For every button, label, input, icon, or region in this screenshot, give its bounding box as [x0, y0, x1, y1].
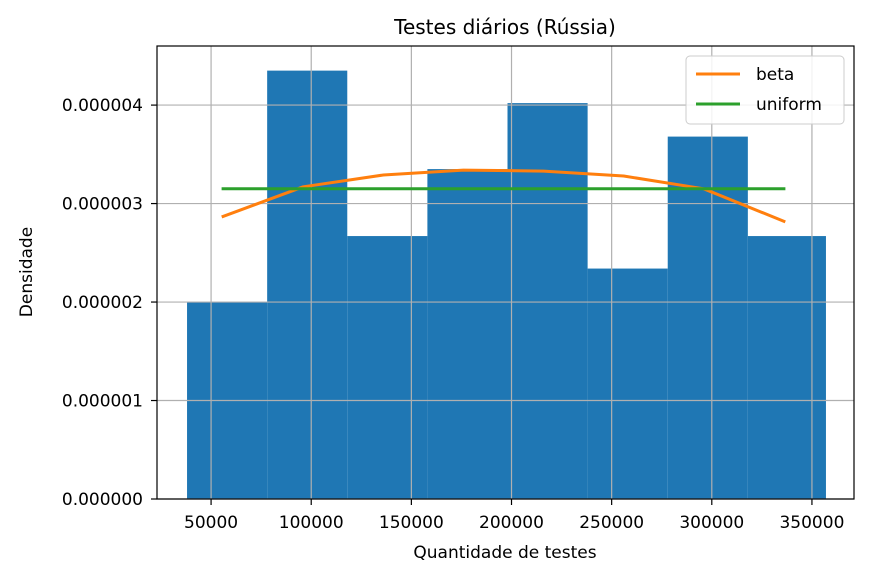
- histogram-bar-7: [667, 136, 748, 499]
- histogram-bar-8: [747, 236, 826, 499]
- series-line-beta: [221, 168, 786, 224]
- x-tick-label-300000: 300000: [679, 513, 744, 533]
- chart-title: Testes diários (Rússia): [393, 15, 616, 39]
- y-tick-label-0.000004: 0.000004: [62, 96, 143, 116]
- x-tick-label-150000: 150000: [379, 513, 444, 533]
- histogram-bar-2: [267, 70, 348, 499]
- plot-frame: [156, 45, 855, 500]
- histogram-bars: [187, 70, 826, 499]
- x-tick-label-50000: 50000: [184, 513, 238, 533]
- histogram-bar-6: [587, 268, 668, 499]
- histogram-bar-3: [347, 236, 428, 499]
- x-axis-label: Quantidade de testes: [413, 543, 596, 563]
- histogram-bar-5: [507, 103, 588, 499]
- x-tick-label-200000: 200000: [479, 513, 544, 533]
- y-tick-label-0.000002: 0.000002: [62, 293, 143, 313]
- fit-lines: [221, 168, 786, 224]
- x-tick-label-100000: 100000: [279, 513, 344, 533]
- legend-label-beta: beta: [756, 65, 794, 85]
- y-axis-label: Densidade: [17, 227, 37, 317]
- legend-label-uniform: uniform: [756, 95, 822, 115]
- histogram-bar-4: [427, 169, 508, 499]
- legend: beta uniform: [685, 55, 845, 125]
- x-tick-label-250000: 250000: [579, 513, 644, 533]
- y-tick-label-0.000000: 0.000000: [62, 490, 143, 510]
- y-axis-ticks: 0.000000 0.000001 0.000002 0.000003 0.000004: [62, 96, 157, 510]
- y-tick-label-0.000003: 0.000003: [62, 195, 143, 215]
- x-tick-label-350000: 350000: [779, 513, 844, 533]
- x-axis-ticks: 50000 100000 150000 200000 250000 300000 35000…: [184, 499, 844, 533]
- y-tick-label-0.000001: 0.000001: [62, 392, 143, 412]
